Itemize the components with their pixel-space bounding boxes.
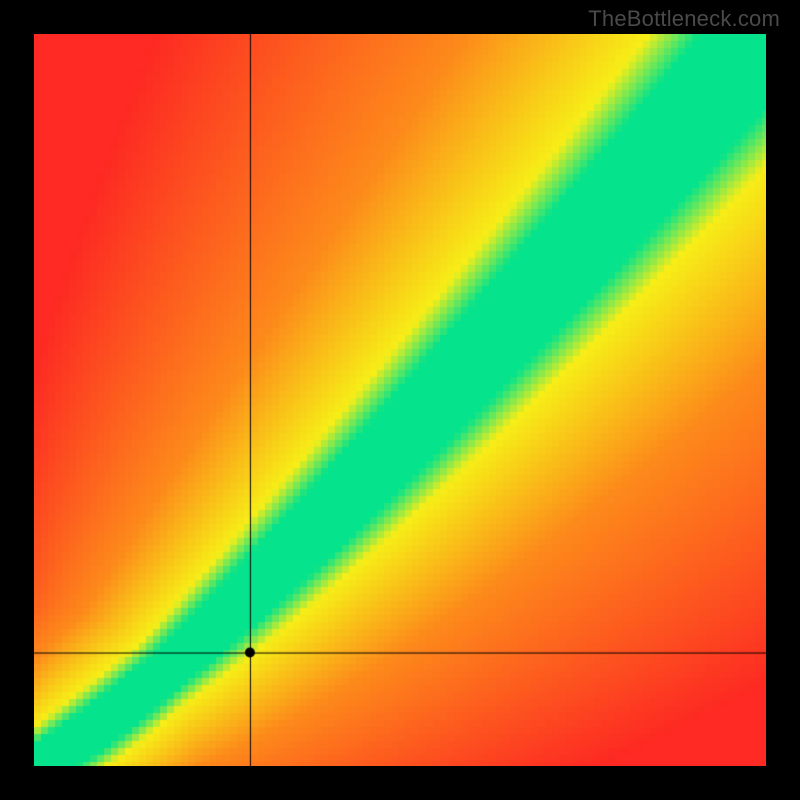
chart-container: TheBottleneck.com — [0, 0, 800, 800]
heatmap-canvas — [34, 34, 766, 766]
attribution-text: TheBottleneck.com — [588, 6, 780, 32]
